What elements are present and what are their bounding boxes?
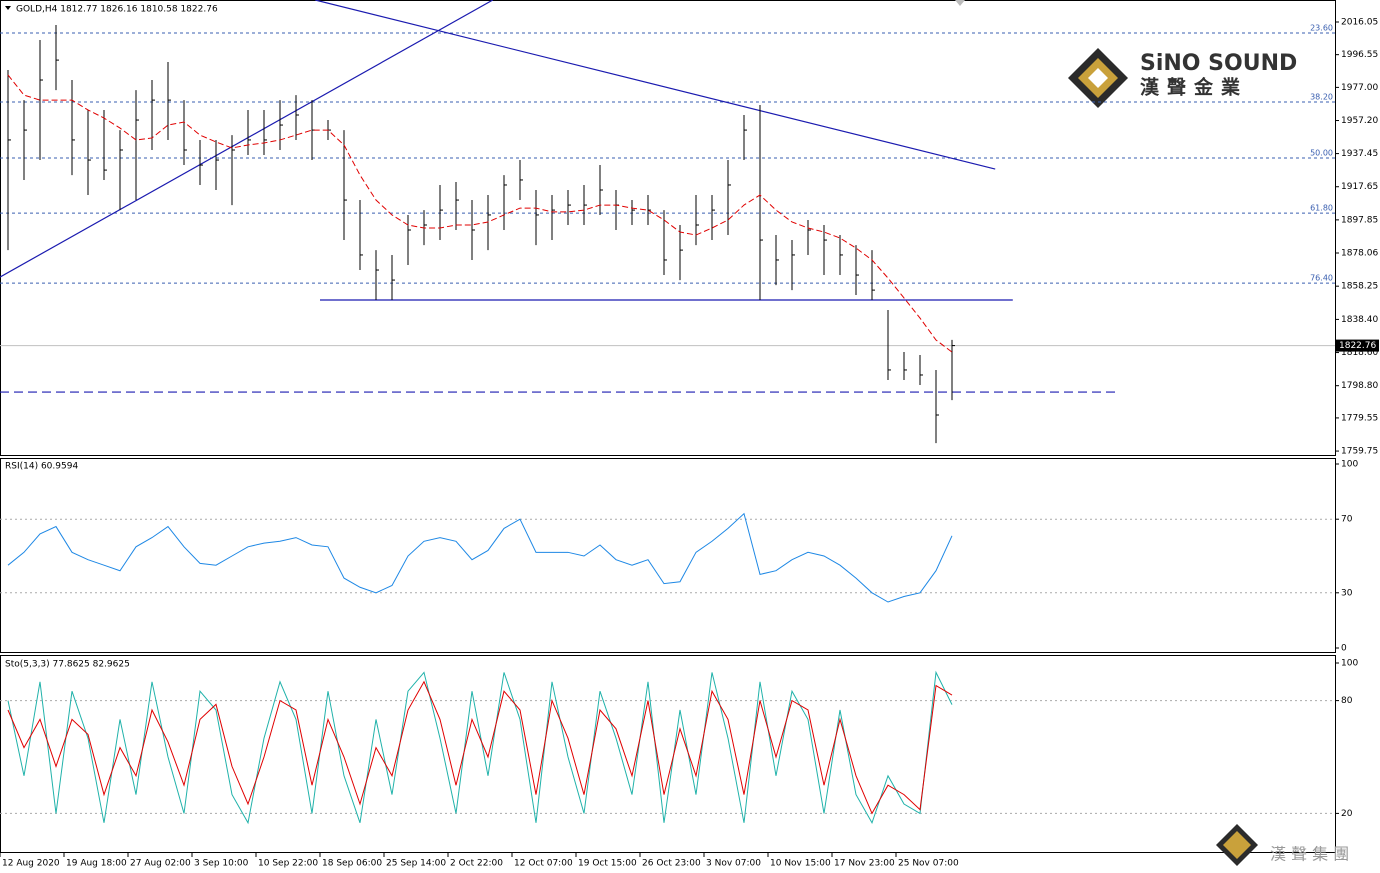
menu-arrow xyxy=(5,6,11,10)
footer-inner xyxy=(1223,831,1251,859)
x-tick-label: 2 Oct 22:00 xyxy=(450,859,503,869)
x-tick-label: 19 Aug 18:00 xyxy=(66,859,127,869)
y-tick-label: 2016.05 xyxy=(1341,18,1378,28)
fib-label: 76.40 xyxy=(1310,274,1333,283)
x-tick-label: 26 Oct 23:00 xyxy=(642,859,701,869)
y-tick-label: 0 xyxy=(1341,644,1347,654)
y-tick-label: 1798.80 xyxy=(1341,381,1378,391)
fib-label: 38.20 xyxy=(1310,92,1333,101)
price-title: GOLD,H4 1812.77 1826.16 1810.58 1822.76 xyxy=(16,5,218,15)
x-tick-label: 12 Oct 07:00 xyxy=(514,859,573,869)
y-tick-label: 1818.60 xyxy=(1341,348,1378,358)
y-tick-label: 1779.55 xyxy=(1341,413,1378,423)
trendline xyxy=(0,0,494,278)
last-price-tag xyxy=(1336,339,1379,352)
y-tick-label: 30 xyxy=(1341,588,1353,598)
x-tick-label: 10 Sep 22:00 xyxy=(258,859,318,869)
stoch-signal xyxy=(7,680,953,815)
footer-logo: 漢 聲 集 團 xyxy=(1216,824,1349,866)
y-tick-label: 80 xyxy=(1341,696,1353,706)
last-price-label: 1822.76 xyxy=(1339,341,1376,351)
x-tick-label: 25 Sep 14:00 xyxy=(386,859,446,869)
y-tick-label: 1977.00 xyxy=(1341,83,1378,93)
shift-marker xyxy=(955,0,965,6)
x-tick-label: 12 Aug 2020 xyxy=(2,859,60,869)
y-tick-label: 1878.06 xyxy=(1341,249,1378,259)
y-tick-label: 20 xyxy=(1341,809,1353,819)
logo-core xyxy=(1088,68,1108,88)
moving-average xyxy=(7,74,953,353)
stoch-pane xyxy=(0,655,1336,853)
y-tick-label: 1917.65 xyxy=(1341,182,1378,192)
fib-label: 23.60 xyxy=(1310,23,1333,32)
x-tick-label: 19 Oct 15:00 xyxy=(578,859,637,869)
logo-name: SiNO SOUND xyxy=(1140,51,1297,76)
y-tick-label: 1937.45 xyxy=(1341,149,1378,159)
trendline xyxy=(315,0,996,170)
fib-label: 50.00 xyxy=(1310,149,1333,158)
rsi-title: RSI(14) 60.9594 xyxy=(5,462,78,472)
logo: SiNO SOUND 漢聲金業 xyxy=(1068,48,1297,108)
stoch-main xyxy=(7,670,953,825)
x-tick-label: 27 Aug 02:00 xyxy=(130,859,191,869)
logo-subtitle: 漢聲金業 xyxy=(1140,76,1248,99)
x-tick-label: 17 Nov 23:00 xyxy=(834,859,895,869)
y-tick-label: 70 xyxy=(1341,515,1353,525)
fib-label: 61.80 xyxy=(1310,204,1333,213)
y-tick-label: 100 xyxy=(1341,659,1358,669)
x-tick-label: 18 Sep 06:00 xyxy=(322,859,382,869)
y-tick-label: 100 xyxy=(1341,460,1358,470)
x-tick-label: 3 Sep 10:00 xyxy=(194,859,249,869)
y-tick-label: 1858.25 xyxy=(1341,282,1378,292)
rsi-line xyxy=(7,512,953,603)
rsi-pane xyxy=(0,458,1336,653)
y-tick-label: 1957.20 xyxy=(1341,116,1378,126)
x-tick-label: 3 Nov 07:00 xyxy=(706,859,761,869)
stoch-title: Sto(5,3,3) 77.8625 82.9625 xyxy=(5,660,130,670)
x-tick-label: 25 Nov 07:00 xyxy=(898,859,959,869)
footer-text: 漢 聲 集 團 xyxy=(1270,845,1349,864)
x-tick-label: 10 Nov 15:00 xyxy=(770,859,831,869)
price-pane xyxy=(0,0,1336,456)
y-tick-label: 1838.40 xyxy=(1341,315,1378,325)
y-tick-label: 1996.55 xyxy=(1341,50,1378,60)
y-tick-label: 1897.85 xyxy=(1341,215,1378,225)
y-tick-label: 1759.75 xyxy=(1341,447,1378,457)
